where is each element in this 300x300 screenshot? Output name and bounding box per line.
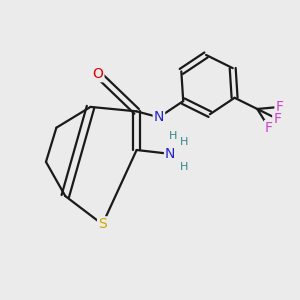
- Text: H: H: [179, 162, 188, 172]
- Text: S: S: [98, 217, 107, 231]
- Text: H: H: [169, 131, 177, 141]
- Text: N: N: [165, 147, 175, 161]
- Text: H: H: [179, 137, 188, 147]
- Text: N: N: [154, 110, 164, 124]
- Text: O: O: [92, 67, 104, 81]
- Text: F: F: [273, 112, 281, 126]
- Text: F: F: [265, 121, 273, 135]
- Text: F: F: [275, 100, 284, 114]
